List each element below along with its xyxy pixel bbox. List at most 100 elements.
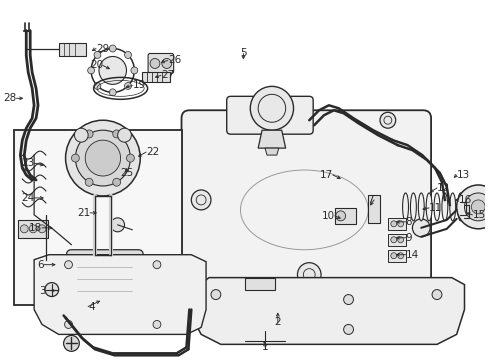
Circle shape [109,45,116,52]
Text: 28: 28 [3,93,17,103]
Circle shape [94,82,101,89]
Text: 8: 8 [405,217,411,227]
Ellipse shape [433,193,439,221]
FancyBboxPatch shape [148,54,173,73]
Circle shape [87,67,94,74]
Polygon shape [258,130,285,148]
Ellipse shape [409,193,415,221]
Text: 12: 12 [436,183,449,193]
Bar [15,130,181,305]
Circle shape [64,261,72,269]
Circle shape [250,86,293,130]
Circle shape [63,336,79,351]
Circle shape [456,185,488,229]
Circle shape [111,218,124,232]
Bar [115,296,134,306]
Circle shape [124,82,131,89]
Circle shape [210,289,221,300]
Ellipse shape [465,193,470,221]
Circle shape [113,130,121,138]
Polygon shape [264,148,278,155]
Circle shape [85,140,121,176]
Circle shape [411,219,429,237]
Circle shape [390,237,396,243]
Text: 2: 2 [274,318,281,328]
Bar [334,208,356,224]
Text: 25: 25 [120,168,133,178]
Bar [367,195,379,223]
Circle shape [390,253,396,259]
Circle shape [75,130,130,186]
Circle shape [150,58,160,68]
Text: 1: 1 [261,342,268,352]
Circle shape [335,211,345,221]
Circle shape [153,261,161,269]
Text: 3: 3 [39,285,46,296]
Text: 24: 24 [21,193,34,203]
Circle shape [45,283,59,297]
Circle shape [38,225,46,233]
Polygon shape [34,255,205,334]
Text: 17: 17 [319,170,332,180]
Ellipse shape [457,193,463,221]
Circle shape [94,51,101,58]
Circle shape [71,154,79,162]
Circle shape [397,253,403,259]
Text: 14: 14 [405,250,418,260]
Circle shape [397,221,403,227]
Text: 7: 7 [366,195,373,205]
Circle shape [162,58,171,68]
FancyBboxPatch shape [66,250,143,311]
Text: 29: 29 [96,44,109,54]
Circle shape [85,130,93,138]
Circle shape [99,57,126,84]
Text: 20: 20 [90,60,102,71]
Text: 10: 10 [321,211,334,221]
Text: 6: 6 [37,260,44,270]
Bar [245,278,274,289]
Ellipse shape [417,193,424,221]
Text: 21: 21 [77,208,90,218]
FancyBboxPatch shape [226,96,312,134]
Circle shape [464,193,488,221]
Ellipse shape [441,193,447,221]
Ellipse shape [402,193,407,221]
Circle shape [431,289,441,300]
Text: 5: 5 [240,49,246,58]
Circle shape [85,178,93,186]
Circle shape [64,320,72,328]
Circle shape [297,263,321,287]
Circle shape [65,120,140,196]
Circle shape [191,190,210,210]
Polygon shape [387,250,405,262]
Bar [142,72,169,82]
Circle shape [74,128,88,142]
Polygon shape [387,234,405,246]
Text: 22: 22 [146,147,159,157]
FancyBboxPatch shape [181,110,430,288]
Text: 26: 26 [167,55,181,66]
Text: 18: 18 [29,223,42,233]
Circle shape [118,128,131,142]
Text: 9: 9 [405,233,411,243]
Circle shape [131,67,138,74]
Circle shape [397,237,403,243]
Text: 11: 11 [428,203,442,213]
Circle shape [124,51,131,58]
Circle shape [20,225,28,233]
Polygon shape [387,218,405,230]
Ellipse shape [449,193,455,221]
Text: 4: 4 [88,302,95,311]
Text: 27: 27 [161,71,174,80]
Circle shape [29,225,37,233]
Circle shape [126,154,134,162]
Bar [19,220,48,238]
Ellipse shape [426,193,431,221]
Polygon shape [193,278,464,345]
Circle shape [343,294,353,305]
Circle shape [390,221,396,227]
Circle shape [343,324,353,334]
Text: 15: 15 [471,210,485,220]
Circle shape [113,178,121,186]
Bar [59,42,86,57]
